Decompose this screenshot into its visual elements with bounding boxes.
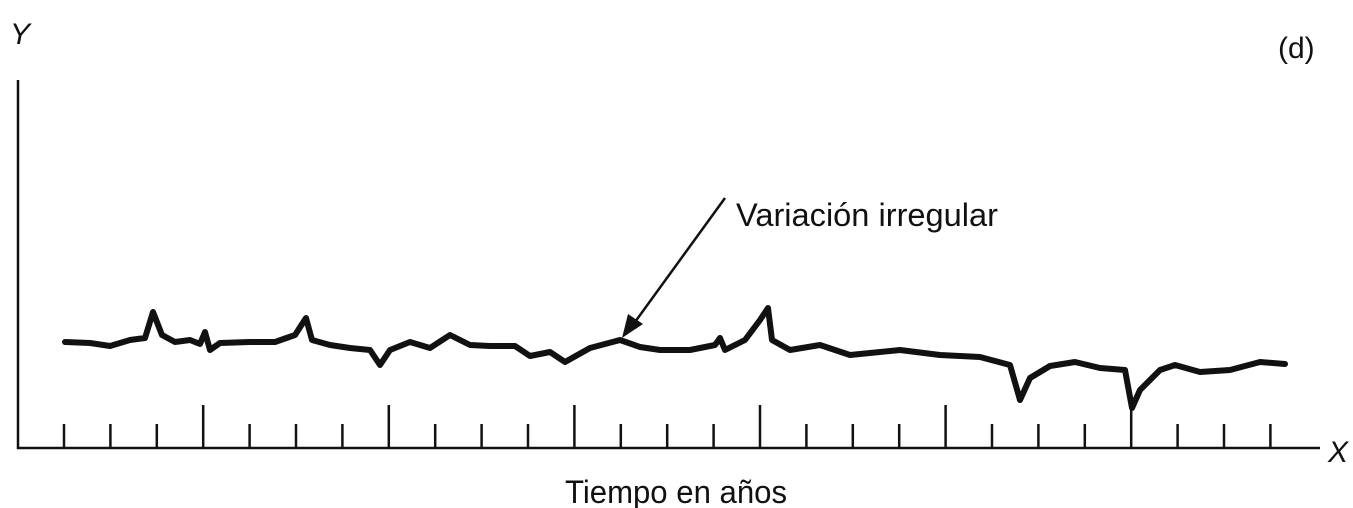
x-axis-label: X: [1327, 436, 1349, 469]
annotation-arrow-shaft: [633, 197, 727, 323]
annotation-arrowhead: [622, 314, 643, 338]
panel-label: (d): [1278, 32, 1315, 65]
y-axis-label: Y: [10, 18, 32, 51]
ticks: [62, 405, 1272, 448]
annotation: Variación irregular: [736, 197, 998, 233]
irregular-line: [62, 305, 1288, 411]
axes: [16, 80, 1320, 450]
x-axis-title: Tiempo en años: [565, 474, 787, 508]
